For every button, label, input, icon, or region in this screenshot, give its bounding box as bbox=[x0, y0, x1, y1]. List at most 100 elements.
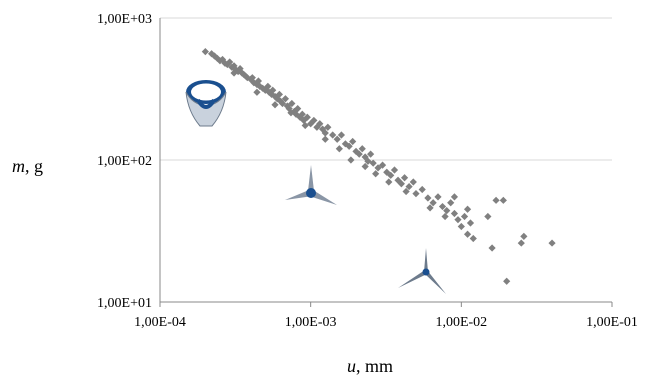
data-point bbox=[361, 162, 369, 171]
data-point bbox=[441, 212, 449, 221]
data-point bbox=[278, 99, 287, 108]
data-point bbox=[288, 99, 296, 108]
data-point bbox=[517, 239, 525, 247]
data-point bbox=[355, 150, 363, 158]
data-point bbox=[318, 125, 327, 133]
data-point bbox=[265, 88, 273, 96]
data-point bbox=[463, 230, 472, 238]
data-point bbox=[335, 145, 343, 153]
data-point bbox=[469, 234, 477, 243]
data-point bbox=[349, 137, 357, 146]
data-point bbox=[287, 109, 295, 117]
data-point bbox=[253, 88, 261, 96]
data-point bbox=[298, 110, 306, 118]
data-point bbox=[333, 135, 341, 143]
data-point bbox=[499, 196, 507, 204]
x-tick-label: 1,00E-04 bbox=[134, 315, 186, 330]
data-point bbox=[548, 239, 556, 247]
data-point bbox=[424, 194, 432, 202]
data-point bbox=[460, 212, 469, 221]
x-axis-unit: , mm bbox=[356, 356, 393, 376]
star-object-icon bbox=[398, 248, 446, 294]
data-point bbox=[434, 193, 442, 201]
data-point bbox=[387, 171, 395, 179]
data-point bbox=[463, 205, 472, 213]
data-point bbox=[443, 207, 451, 215]
data-point bbox=[450, 209, 459, 218]
data-point bbox=[347, 156, 355, 164]
data-point bbox=[412, 189, 420, 198]
data-point bbox=[324, 123, 332, 131]
data-point bbox=[426, 204, 434, 212]
data-point bbox=[253, 80, 261, 89]
data-point bbox=[394, 176, 402, 184]
x-tick-label: 1,00E-03 bbox=[285, 315, 337, 330]
data-point bbox=[438, 202, 447, 211]
data-point bbox=[454, 216, 462, 224]
data-point bbox=[283, 102, 291, 110]
data-point bbox=[230, 69, 238, 77]
ring-object-icon bbox=[185, 80, 227, 127]
tripod-object-icon bbox=[285, 165, 337, 205]
y-tick-label: 1,00E+02 bbox=[97, 154, 152, 169]
data-point bbox=[248, 74, 256, 82]
data-point bbox=[281, 95, 290, 103]
data-point bbox=[259, 84, 267, 92]
data-point bbox=[484, 212, 492, 221]
data-point bbox=[364, 157, 372, 165]
data-point bbox=[450, 193, 459, 201]
data-point bbox=[503, 277, 511, 285]
data-point bbox=[307, 120, 315, 128]
data-point bbox=[261, 86, 269, 94]
y-axis-title: m, g bbox=[12, 156, 43, 176]
data-point bbox=[358, 145, 366, 153]
y-axis-var: m bbox=[12, 156, 25, 176]
x-axis-title: u, mm bbox=[347, 356, 393, 376]
data-point bbox=[321, 129, 329, 137]
data-point bbox=[313, 123, 321, 131]
data-point bbox=[321, 135, 329, 143]
data-point bbox=[264, 82, 272, 90]
data-point bbox=[409, 178, 417, 186]
data-point bbox=[429, 199, 437, 207]
data-point bbox=[201, 47, 209, 56]
data-point bbox=[256, 82, 264, 90]
data-point bbox=[345, 142, 353, 150]
data-point bbox=[402, 187, 410, 196]
grid bbox=[160, 17, 612, 161]
data-point bbox=[226, 58, 234, 66]
data-point bbox=[418, 185, 426, 194]
data-point bbox=[520, 232, 528, 240]
axes bbox=[159, 18, 613, 307]
data-point bbox=[329, 131, 337, 139]
data-points bbox=[201, 47, 556, 285]
data-point bbox=[405, 182, 413, 191]
data-point bbox=[447, 199, 455, 207]
data-point bbox=[400, 174, 409, 182]
data-point bbox=[369, 159, 377, 167]
data-point bbox=[316, 120, 324, 128]
x-tick-label: 1,00E-02 bbox=[435, 315, 487, 330]
data-point bbox=[372, 170, 380, 178]
data-point bbox=[390, 166, 399, 174]
data-point bbox=[301, 121, 309, 130]
data-point bbox=[378, 161, 387, 169]
data-point bbox=[271, 101, 279, 109]
x-axis-var: u bbox=[347, 356, 356, 376]
data-point bbox=[397, 180, 405, 188]
data-point bbox=[275, 90, 283, 98]
data-point bbox=[294, 105, 302, 113]
data-point bbox=[385, 178, 393, 186]
y-tick-label: 1,00E+01 bbox=[97, 296, 152, 311]
data-point bbox=[466, 219, 475, 227]
x-tick-label: 1,00E-01 bbox=[586, 315, 638, 330]
data-point bbox=[310, 116, 318, 125]
data-point bbox=[488, 244, 496, 252]
tick-labels: 1,00E+01 1,00E+02 1,00E+03 1,00E-04 1,00E-03… bbox=[97, 12, 638, 330]
data-point bbox=[303, 113, 311, 121]
data-point bbox=[367, 150, 375, 158]
data-point bbox=[296, 113, 304, 121]
y-tick-label: 1,00E+03 bbox=[97, 12, 152, 27]
